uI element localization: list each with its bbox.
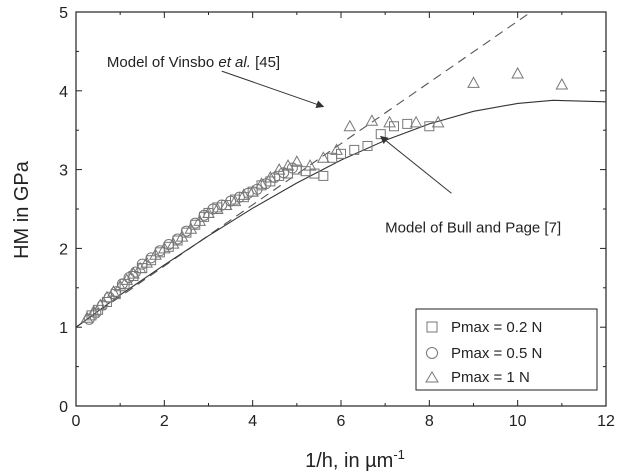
triangle-point <box>555 77 569 90</box>
x-tick-label: 4 <box>248 413 257 430</box>
triangle-point <box>149 248 162 260</box>
triangle-point <box>255 177 268 189</box>
triangle-point <box>184 222 198 234</box>
legend-entry-1: Pmax = 0.5 N <box>426 345 542 362</box>
triangle-point <box>365 114 379 126</box>
series-0 <box>86 118 435 321</box>
triangle-point <box>100 290 114 303</box>
x-tick-label: 8 <box>425 413 434 430</box>
circle-point <box>130 266 142 278</box>
square-point <box>375 129 386 140</box>
triangle-point <box>246 185 260 197</box>
circle-point <box>180 225 192 237</box>
x-tick-label: 12 <box>597 413 615 430</box>
annotation-arrow <box>221 70 325 109</box>
y-tick-label: 3 <box>59 163 68 180</box>
legend-entry-2: Pmax = 1 N <box>425 369 530 386</box>
legend-label-0: Pmax = 0.2 N <box>451 319 542 336</box>
x-axis-title: 1/h, in µm-1 <box>305 447 405 472</box>
square-point <box>349 144 360 155</box>
triangle-point <box>330 143 343 155</box>
y-tick-label: 0 <box>59 399 68 416</box>
y-tick-label: 5 <box>59 5 68 22</box>
triangle-point <box>140 256 154 268</box>
triangle-point <box>343 119 357 132</box>
circle-point <box>198 209 210 221</box>
bull-page-model-line <box>75 99 607 328</box>
legend-box <box>415 308 598 391</box>
triangle-point <box>281 159 295 171</box>
triangle-point <box>219 198 233 211</box>
circle-point <box>286 162 298 174</box>
triangle-point <box>93 298 107 311</box>
legend-entry-0: Pmax = 0.2 N <box>426 319 542 336</box>
y-tick-label: 4 <box>59 84 68 101</box>
y-tick-label: 1 <box>59 320 68 337</box>
series-2 <box>80 66 569 323</box>
legend-square-marker <box>426 321 438 333</box>
triangle-point <box>263 170 277 183</box>
circle-point <box>136 258 148 270</box>
triangle-point <box>157 241 171 254</box>
triangle-point <box>113 279 127 292</box>
triangle-point <box>107 285 120 297</box>
x-axis-title-text: 1/h, in µm <box>305 450 393 472</box>
square-point <box>336 148 346 159</box>
annotation-label: Model of Bull and Page [7] <box>385 220 561 237</box>
square-point <box>318 170 329 181</box>
y-tick-label: 2 <box>59 241 68 258</box>
triangle-point <box>431 115 445 128</box>
triangle-point <box>133 261 147 274</box>
triangle-point <box>166 237 180 249</box>
square-point <box>424 121 435 132</box>
triangle-point <box>290 155 304 167</box>
triangle-point <box>237 188 251 200</box>
x-tick-label: 2 <box>160 413 169 430</box>
x-tick-label: 10 <box>509 413 527 430</box>
triangle-point <box>228 194 242 207</box>
square-point <box>389 121 399 132</box>
annotation-label: Model of Vinsbo et al. [45] <box>107 54 280 71</box>
triangle-point <box>409 115 423 128</box>
circle-point <box>189 217 201 229</box>
x-tick-label: 6 <box>337 413 346 430</box>
triangle-point <box>467 76 480 88</box>
triangle-point <box>127 267 140 279</box>
data-points <box>80 66 569 325</box>
vinsbo-model-line <box>75 11 532 328</box>
square-point <box>362 140 373 151</box>
circle-point <box>123 272 135 284</box>
triangle-point <box>511 66 525 79</box>
triangle-point <box>87 304 101 317</box>
series-1 <box>83 162 298 325</box>
x-axis-title-superscript: -1 <box>393 447 405 462</box>
legend-circle-marker <box>426 347 438 359</box>
legend-label-1: Pmax = 0.5 N <box>451 345 542 362</box>
annotations: Model of Vinsbo et al. [45] Model of Bull… <box>107 54 561 236</box>
legend-triangle-marker <box>425 371 439 383</box>
triangle-point <box>202 206 215 218</box>
triangle-point <box>316 151 330 163</box>
triangle-point <box>193 214 207 226</box>
legend-label-2: Pmax = 1 N <box>451 369 530 386</box>
triangle-point <box>210 202 224 214</box>
triangle-point <box>383 115 396 128</box>
triangle-point <box>120 273 134 285</box>
triangle-point <box>272 163 286 175</box>
x-tick-label: 0 <box>72 413 81 430</box>
model-lines <box>75 11 607 328</box>
legend: Pmax = 0.2 N Pmax = 0.5 N Pmax = 1 N <box>415 308 598 391</box>
circle-point <box>116 278 128 290</box>
triangle-point <box>303 159 317 171</box>
triangle-point <box>80 311 94 323</box>
triangle-point <box>175 230 189 242</box>
y-axis-title: HM in GPa <box>11 160 33 259</box>
annotation-arrow <box>379 135 452 194</box>
